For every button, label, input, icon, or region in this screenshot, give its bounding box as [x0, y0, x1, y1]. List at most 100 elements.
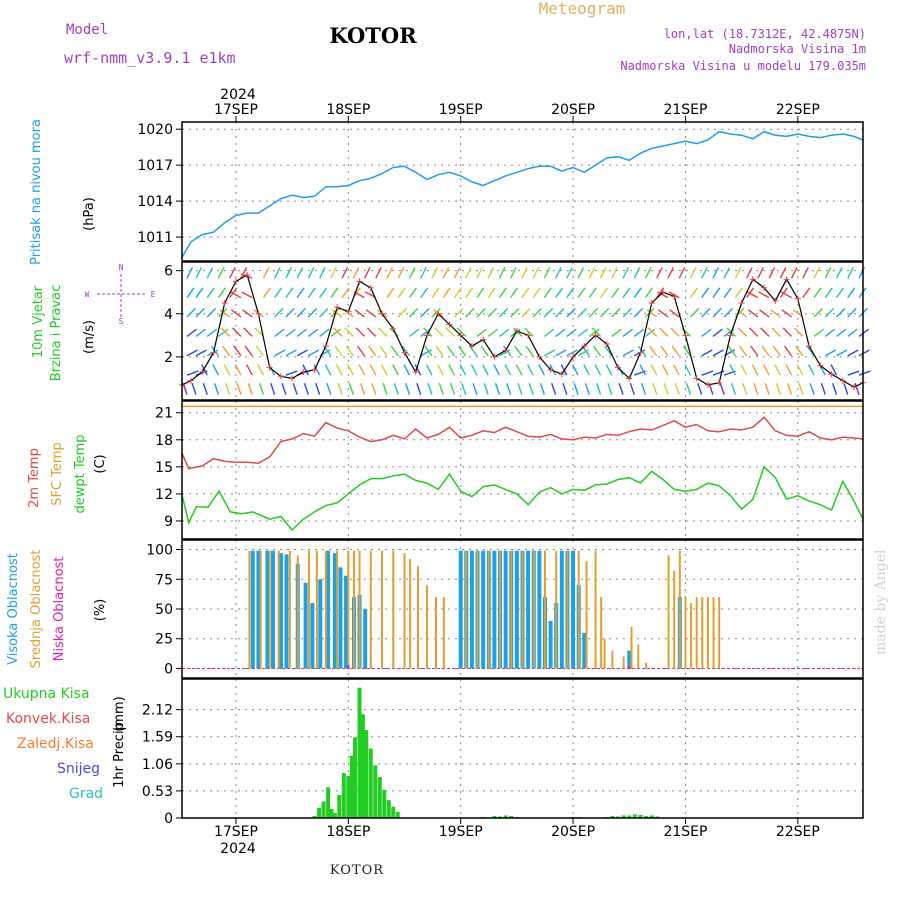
wind-arrow [555, 307, 565, 318]
cloud-ylabel2: Srednja Oblacnost [29, 550, 44, 669]
wind-arrow [469, 345, 478, 357]
wind-arrow [858, 328, 869, 337]
wind-arrow [514, 345, 523, 357]
wind-arrow [195, 307, 205, 318]
cloud-bar-mid [645, 662, 648, 669]
wind-speed-point [682, 332, 689, 339]
wind-arrow [302, 364, 309, 376]
cloud-bar-mid [288, 550, 291, 669]
wind-arrow [262, 287, 271, 298]
wind-arrow [649, 345, 658, 357]
wind-arrow [498, 267, 506, 279]
wind-arrow [360, 383, 366, 395]
wind-arrow [836, 349, 848, 357]
y-tick-label: 50 [155, 602, 173, 618]
wind-arrow [605, 364, 613, 376]
wind-arrow [397, 287, 406, 298]
wind-arrow [420, 307, 430, 318]
wind-arrow [588, 267, 596, 279]
wind-arrow [809, 383, 815, 395]
wind-arrow [622, 287, 631, 298]
precip-unit: (mm) [112, 696, 127, 731]
wind-arrow [487, 307, 498, 318]
wind-arrow [807, 364, 815, 376]
wind-arrow [303, 383, 310, 395]
wind-arrow [682, 345, 692, 357]
wind-arrow [798, 383, 804, 395]
precip-bar [638, 814, 643, 818]
wind-arrow [445, 327, 455, 337]
cloud-bar-mid [296, 555, 299, 669]
wind-speed-point [637, 349, 644, 356]
wind-arrow [824, 328, 836, 337]
wind-arrow [247, 383, 253, 395]
wind-arrow [449, 383, 456, 395]
wind-speed-point [244, 271, 251, 278]
wind-arrow [515, 364, 523, 376]
wind-arrow [510, 307, 520, 318]
wind-arrow [543, 287, 552, 298]
wind-arrow [371, 383, 377, 395]
top-day-label: 18SEP [326, 102, 370, 118]
wind-arrow [858, 370, 871, 376]
wind-arrow [246, 364, 253, 376]
wind-arrow [734, 267, 742, 279]
wind-speed-point [502, 347, 509, 354]
cloud-bar-high [332, 553, 337, 669]
precip-bar [346, 776, 351, 818]
precip-bar [655, 816, 660, 818]
wind-arrow [729, 364, 737, 376]
wind-arrow [584, 383, 590, 395]
cloud-bar-low [364, 668, 367, 669]
wind-speed-point [839, 377, 846, 384]
wind-arrow [739, 345, 748, 357]
wind-arrow [543, 328, 555, 337]
wind-arrow [779, 267, 787, 279]
cloud-bar-mid [358, 550, 361, 669]
wind-arrow [233, 345, 242, 357]
wind-arrow [438, 383, 444, 395]
top-day-label: 22SEP [776, 102, 820, 118]
wind-arrow [458, 345, 467, 357]
wind-arrow [453, 307, 464, 318]
wind-arrow [521, 267, 528, 279]
y-tick-label: 6 [164, 264, 173, 280]
wind-arrow [217, 287, 227, 298]
wind-speed-point [199, 368, 206, 375]
y-tick-label: 9 [164, 514, 173, 530]
wind-arrow [218, 328, 229, 337]
precip-bar [326, 787, 331, 818]
wind-arrow [847, 267, 854, 279]
wind-arrow [229, 267, 236, 279]
wind-arrow [262, 267, 270, 279]
chart-panels: 1011101410171020246912151821025507510000… [137, 116, 871, 827]
wind-arrow [727, 345, 736, 357]
wind-arrow [847, 370, 860, 376]
panel-temperature: 9 12 15 18 21 [155, 400, 864, 540]
wind-arrow [344, 327, 354, 337]
wind-speed-point [727, 332, 734, 339]
wind-arrow [386, 267, 394, 279]
temp-ylabel: 2m Temp [27, 448, 42, 508]
wind-speed-point [828, 371, 835, 378]
wind-speed-point [513, 328, 520, 334]
wind-arrow [577, 328, 589, 337]
panel-pressure: 1011 1014 1017 1020 [137, 121, 864, 262]
wind-arrow [315, 383, 321, 395]
wind-speed-point [266, 364, 273, 371]
wind-arrow [210, 345, 220, 357]
wind-arrow [510, 287, 519, 298]
top-year-label: 2024 [220, 87, 256, 103]
wind-arrow [461, 383, 467, 395]
wind-arrow [498, 307, 509, 318]
panel-frame [181, 678, 864, 819]
precip-bar [395, 811, 400, 818]
cloud-bar-mid [622, 656, 625, 669]
cloud-bar-high [278, 553, 283, 669]
wind-arrow [330, 328, 341, 337]
wind-arrow [757, 267, 764, 279]
wind-arrow [678, 267, 686, 279]
top-day-label: 20SEP [551, 102, 595, 118]
wind-arrow [583, 364, 590, 376]
precip-bar [373, 765, 378, 818]
